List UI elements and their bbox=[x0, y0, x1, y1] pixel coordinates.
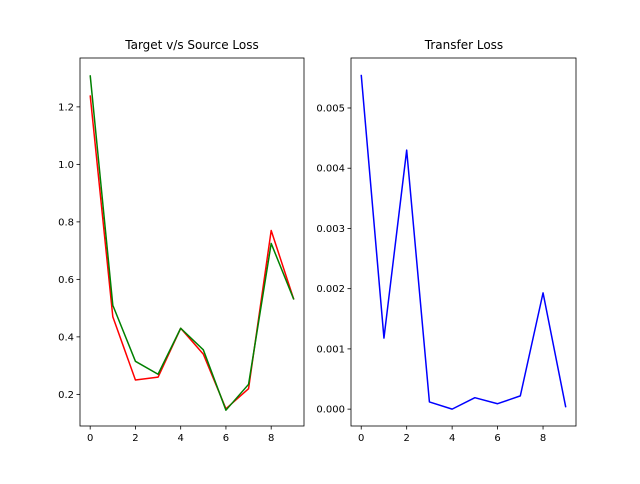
right-x-tick-label-3: 6 bbox=[494, 433, 500, 444]
chart-title-transfer: Transfer Loss bbox=[424, 38, 503, 52]
left-axes-frame bbox=[80, 58, 304, 426]
right-x-tick-label-2: 4 bbox=[449, 433, 455, 444]
left-y-tick-label-3: 0.8 bbox=[58, 217, 74, 228]
right-series-line-0 bbox=[361, 75, 566, 409]
right-y-tick-label-2: 0.002 bbox=[316, 284, 345, 295]
transfer-loss-panel: Transfer Loss 0 2 4 6 8 0.000 0.001 0.002 0.003 0… bbox=[316, 38, 576, 444]
right-y-tick-label-4: 0.004 bbox=[316, 164, 345, 175]
left-y-tick-label-4: 1.0 bbox=[58, 160, 74, 171]
chart-title-target-source: Target v/s Source Loss bbox=[124, 38, 259, 52]
right-y-tick-label-3: 0.003 bbox=[316, 224, 345, 235]
right-y-tick-label-1: 0.001 bbox=[316, 344, 345, 355]
left-y-tick-label-2: 0.6 bbox=[58, 275, 74, 286]
left-series-line-1 bbox=[90, 75, 294, 410]
left-series-line-0 bbox=[90, 95, 294, 408]
left-x-tick-label-2: 4 bbox=[177, 433, 183, 444]
right-y-tick-label-0: 0.000 bbox=[316, 405, 345, 416]
left-y-tick-label-1: 0.4 bbox=[58, 332, 74, 343]
left-x-tick-label-1: 2 bbox=[132, 433, 138, 444]
left-x-tick-label-0: 0 bbox=[87, 433, 93, 444]
right-x-tick-label-0: 0 bbox=[358, 433, 364, 444]
left-x-tick-label-3: 6 bbox=[223, 433, 229, 444]
left-y-tick-label-5: 1.2 bbox=[58, 102, 74, 113]
right-x-tick-label-1: 2 bbox=[403, 433, 409, 444]
right-x-tick-label-4: 8 bbox=[540, 433, 546, 444]
right-y-tick-label-5: 0.005 bbox=[316, 103, 345, 114]
right-axes-frame bbox=[351, 58, 576, 426]
left-y-tick-label-0: 0.2 bbox=[58, 390, 74, 401]
target-source-loss-panel: Target v/s Source Loss 0 2 4 6 8 0.2 0.4 0.6 0.8… bbox=[58, 38, 304, 444]
left-x-tick-label-4: 8 bbox=[268, 433, 274, 444]
